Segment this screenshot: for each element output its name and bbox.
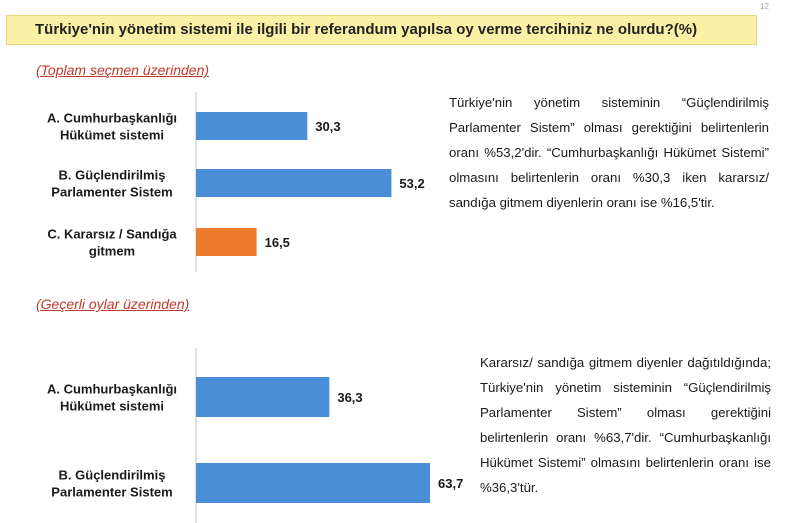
page-title: Türkiye'nin yönetim sistemi ile ilgili b… xyxy=(35,21,698,38)
chart-1-value-label-3: 16,5 xyxy=(265,235,290,250)
chart-2-value-label-2: 63,7 xyxy=(438,476,463,491)
chart-1-value-label-2: 53,2 xyxy=(399,176,424,191)
chart-1-category-label-3: gitmem xyxy=(89,244,135,259)
chart-2-bar-1 xyxy=(196,377,330,417)
chart-2-category-label-2: Parlamenter Sistem xyxy=(51,485,172,500)
chart-2-category-label-2: B. Güçlendirilmiş xyxy=(59,468,166,483)
chart-1-bar-2 xyxy=(196,169,392,197)
chart-1-category-label-2: B. Güçlendirilmiş xyxy=(59,168,166,183)
chart-1-bar-1 xyxy=(196,112,308,140)
paragraph-1: Türkiye'nin yönetim sisteminin “Güçlendi… xyxy=(449,95,769,210)
chart-1-subtitle: (Toplam seçmen üzerinden) xyxy=(36,62,210,78)
chart-2-bar-2 xyxy=(196,463,430,503)
chart-1-category-label-3: C. Kararsız / Sandığa xyxy=(47,227,177,242)
chart-2-category-label-1: A. Cumhurbaşkanlığı xyxy=(47,382,177,397)
chart-1-category-label-2: Parlamenter Sistem xyxy=(51,185,172,200)
chart-2-value-label-1: 36,3 xyxy=(337,390,362,405)
chart-1-value-label-1: 30,3 xyxy=(315,119,340,134)
chart-1-category-label-1: Hükümet sistemi xyxy=(60,128,164,143)
chart-1-bar-3 xyxy=(196,228,257,256)
chart-1-category-label-1: A. Cumhurbaşkanlığı xyxy=(47,111,177,126)
page-number: 12 xyxy=(760,2,769,11)
chart-2-subtitle: (Geçerli oylar üzerinden) xyxy=(36,296,190,312)
paragraph-2: Kararsız/ sandığa gitmem diyenler dağıtı… xyxy=(480,355,771,495)
title-bar: Türkiye'nin yönetim sistemi ile ilgili b… xyxy=(6,15,757,45)
chart-2-category-label-1: Hükümet sistemi xyxy=(60,399,164,414)
